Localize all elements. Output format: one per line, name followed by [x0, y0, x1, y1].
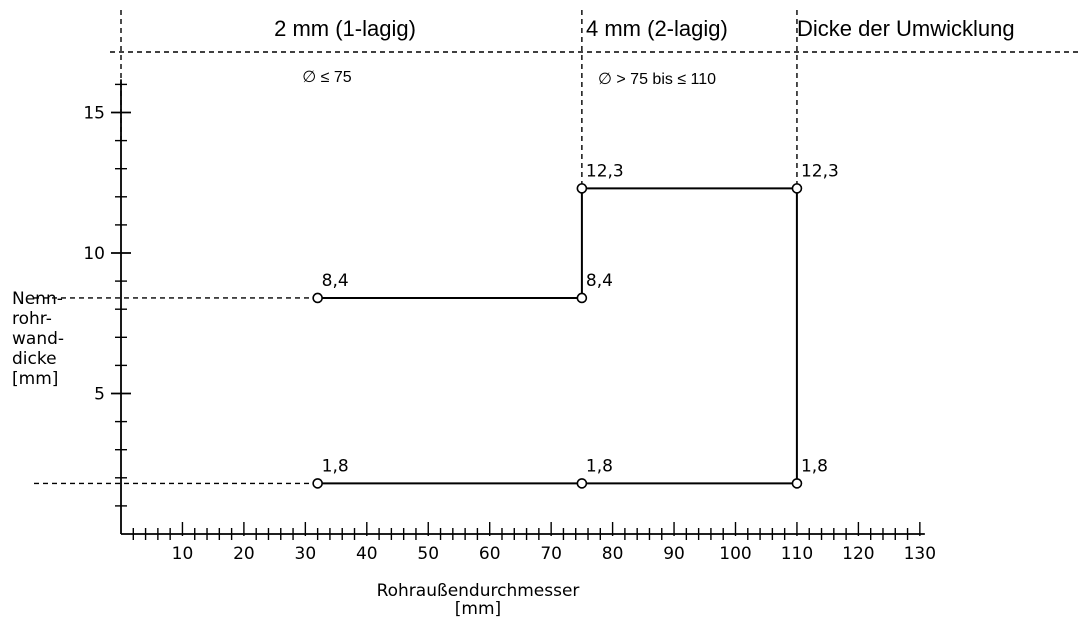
x-tick-label: 60: [479, 544, 501, 564]
axes: 5 10 15 10 20 30 40 50 60 70 80 90 100 110 120 130: [83, 79, 936, 564]
data-point: [312, 292, 323, 304]
y-tick-label: 5: [94, 385, 105, 405]
x-tick-label: 100: [719, 544, 751, 564]
x-axis-label-line-2: [mm]: [455, 599, 501, 618]
outline-path: [317, 187, 798, 485]
data-point: [791, 478, 803, 489]
y-tick-label: 10: [83, 244, 105, 264]
x-tick-label: 50: [417, 544, 439, 564]
header-col-3: Dicke der Umwicklung: [797, 16, 1015, 41]
data-point: [576, 292, 588, 304]
series-outline: [317, 187, 798, 485]
x-tick-label: 70: [540, 544, 562, 564]
header-sub-1: ∅ ≤ 75: [302, 69, 352, 86]
data-label: 1,8: [322, 456, 349, 476]
x-tick-label: 90: [663, 544, 685, 564]
x-axis-label-line-1: Rohraußendurchmesser: [377, 581, 580, 601]
data-point: [576, 183, 588, 194]
x-tick-label: 30: [295, 544, 317, 564]
data-point: [312, 478, 323, 489]
data-point: [576, 478, 588, 489]
x-tick-label: 130: [904, 544, 936, 564]
header-col-2: 4 mm (2-lagig): [586, 16, 728, 41]
x-tick-label: 40: [356, 544, 378, 564]
header-col-1: 2 mm (1-lagig): [274, 16, 416, 41]
data-points: 8,4 8,4 12,3 12,3 1,8 1,8 1,8: [312, 161, 839, 489]
dashed-guides: [34, 10, 1081, 485]
x-tick-label: 20: [233, 544, 255, 564]
data-label: 12,3: [586, 161, 624, 181]
header-sub-2: ∅ > 75 bis ≤ 110: [598, 71, 716, 88]
data-label: 1,8: [586, 456, 613, 476]
y-tick-label: 15: [83, 104, 105, 124]
data-label: 8,4: [322, 271, 349, 291]
x-tick-label: 110: [781, 544, 813, 564]
x-tick-label: 80: [602, 544, 624, 564]
data-label: 12,3: [801, 161, 839, 181]
y-axis-label-line-3: wand-: [12, 329, 64, 349]
x-tick-label: 10: [172, 544, 194, 564]
x-tick-label: 120: [842, 544, 874, 564]
data-label: 8,4: [586, 271, 613, 291]
y-axis-label-line-5: [mm]: [12, 369, 58, 389]
data-label: 1,8: [801, 456, 828, 476]
y-axis-label-line-1: Nenn-: [12, 289, 63, 309]
data-point: [791, 183, 803, 194]
y-axis-label-line-2: rohr-: [12, 309, 52, 329]
y-axis-label-line-4: dicke: [12, 349, 57, 369]
